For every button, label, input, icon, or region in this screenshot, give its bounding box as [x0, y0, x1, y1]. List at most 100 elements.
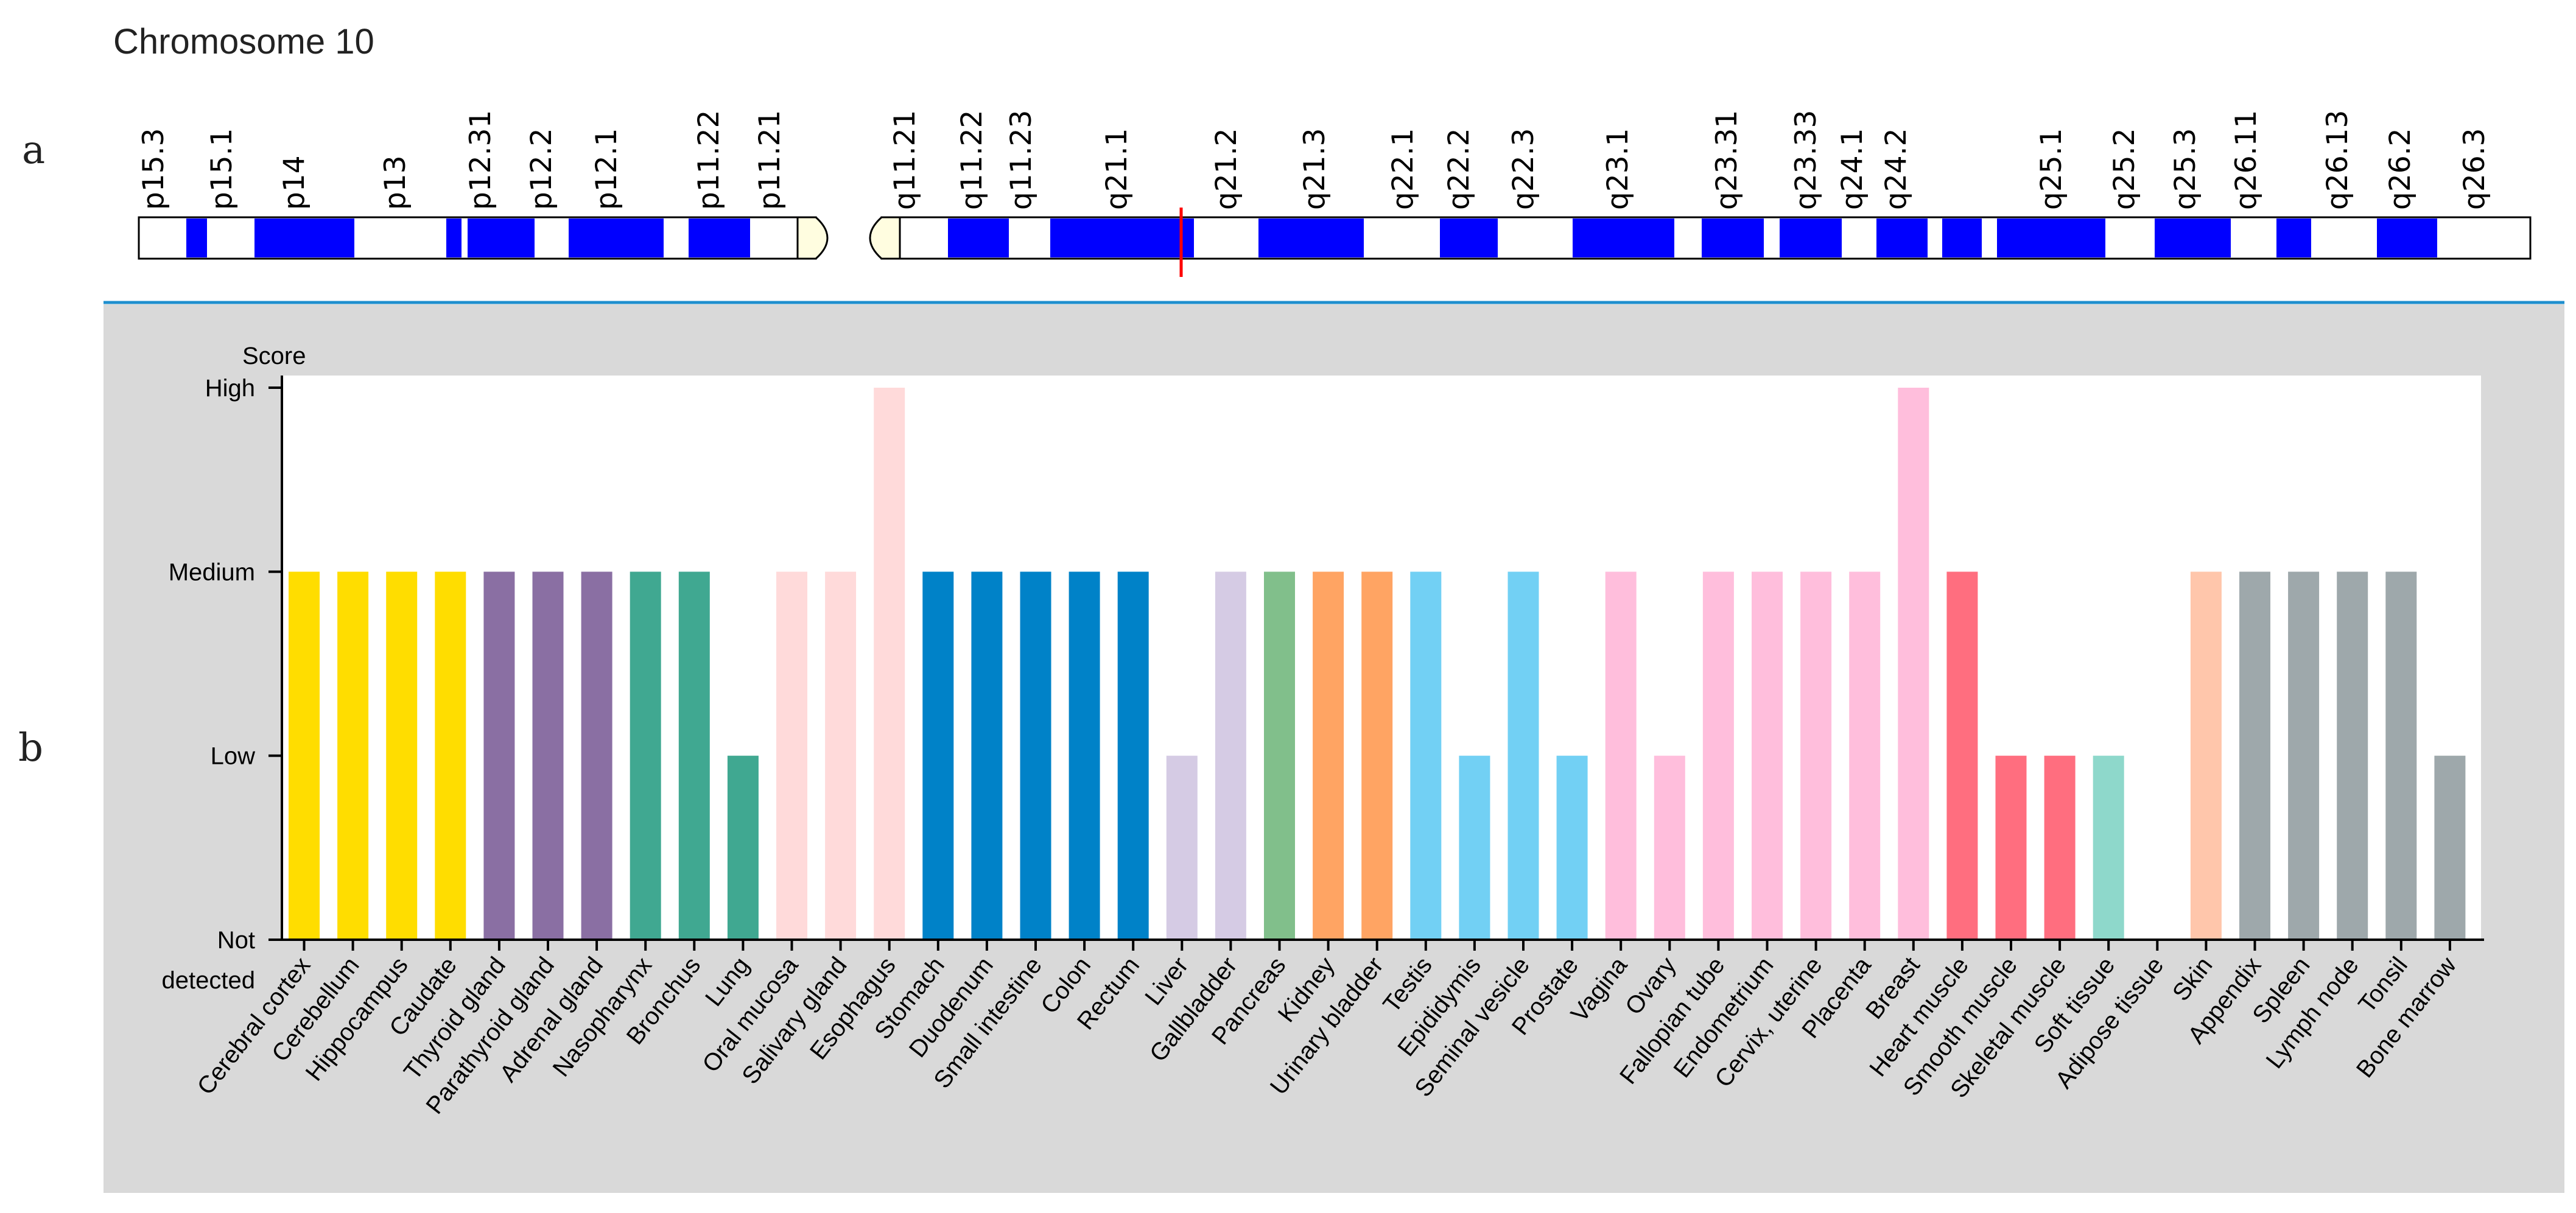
band-label: p13 [379, 155, 412, 210]
dark-band [1876, 218, 1928, 257]
dark-band [569, 218, 664, 257]
bar [337, 572, 369, 940]
y-tick-label: Medium [169, 559, 255, 586]
dark-band [1573, 218, 1674, 257]
dark-band [1440, 218, 1498, 257]
bar [2044, 755, 2076, 940]
band-label: q26.13 [2321, 110, 2354, 210]
bar [1800, 572, 1832, 940]
bar [1605, 572, 1637, 940]
bar [435, 572, 466, 940]
band-label: q25.1 [2035, 128, 2068, 210]
band-label: q23.33 [1789, 110, 1823, 210]
band-label: q21.1 [1100, 128, 1134, 210]
bar [1654, 755, 1685, 940]
chromosome-ideogram: Chromosome 10 p15.3 p15.1 p14 p13 p12.31 p12.… [113, 22, 2532, 277]
bar [1995, 755, 2027, 940]
y-tick-label: High [205, 375, 255, 402]
dark-band [468, 218, 535, 257]
band-label: q23.31 [1710, 110, 1744, 210]
chromosome-title: Chromosome 10 [113, 22, 374, 61]
y-axis: Not detected Low Medium High [162, 375, 282, 994]
bar [1702, 572, 1734, 940]
bar [727, 755, 759, 940]
band-label: q22.2 [1442, 128, 1476, 210]
centromere-left [796, 216, 829, 260]
bar [1117, 572, 1149, 940]
dark-band [2377, 218, 2437, 257]
bar [1361, 572, 1393, 940]
band-label: q26.2 [2384, 128, 2417, 210]
y-tick-label: Not [217, 927, 255, 954]
panel-label-b: b [18, 725, 43, 771]
band-label: q21.3 [1298, 128, 1332, 210]
dark-band [1050, 218, 1194, 257]
dark-band [446, 218, 462, 257]
bar [1459, 755, 1490, 940]
dark-band [2155, 218, 2231, 257]
band-label: p11.22 [692, 110, 726, 210]
bar [532, 572, 564, 940]
bar [922, 572, 954, 940]
y-tick-label: Low [211, 743, 255, 770]
bar [1069, 572, 1100, 940]
band-labels: p15.3 p15.1 p14 p13 p12.31 p12.2 p12.1 p11.22 p1… [137, 110, 2491, 210]
band-label: q26.11 [2230, 110, 2263, 210]
band-label: q25.3 [2169, 128, 2202, 210]
bar [1507, 572, 1539, 940]
bar [2239, 572, 2270, 940]
bar [2434, 755, 2466, 940]
bar [1946, 572, 1978, 940]
bar-series [289, 388, 2466, 940]
bar [1410, 572, 1442, 940]
band-label: q21.2 [1210, 128, 1243, 210]
band-label: q24.1 [1836, 128, 1869, 210]
band-label: p12.2 [525, 128, 558, 210]
bar [776, 572, 807, 940]
bar [2337, 572, 2368, 940]
dark-band [1702, 218, 1764, 257]
bar [2190, 572, 2222, 940]
bar [1020, 572, 1051, 940]
bar [630, 572, 661, 940]
bar [2093, 755, 2124, 940]
band-label: q25.2 [2108, 128, 2141, 210]
bar [386, 572, 418, 940]
dark-band [1942, 218, 1982, 257]
band-label: q11.22 [955, 110, 989, 210]
dark-band [1997, 218, 2105, 257]
bar [2385, 572, 2417, 940]
band-label: p12.31 [464, 110, 497, 210]
band-label: q26.3 [2458, 128, 2491, 210]
band-label: q22.3 [1507, 128, 1540, 210]
bar [289, 572, 320, 940]
bar [1849, 572, 1881, 940]
panel-label-a: a [22, 128, 45, 173]
bar [1313, 572, 1344, 940]
band-label: p15.1 [205, 128, 239, 210]
bar [483, 572, 515, 940]
bar [1166, 755, 1198, 940]
band-label: q24.2 [1879, 128, 1913, 210]
bar [1752, 572, 1783, 940]
band-label: q11.21 [888, 110, 922, 210]
band-label: p14 [278, 155, 311, 210]
dark-band [186, 218, 207, 257]
dark-band [1780, 218, 1842, 257]
bar [1556, 755, 1588, 940]
bar [2288, 572, 2320, 940]
y-tick-label: detected [162, 967, 255, 994]
bar [1215, 572, 1246, 940]
band-label: p11.21 [753, 110, 787, 210]
chromosome-body [138, 208, 2532, 277]
dark-band [689, 218, 750, 257]
bar [971, 572, 1003, 940]
bar [825, 572, 857, 940]
band-label: p12.1 [590, 128, 623, 210]
bar [1264, 572, 1295, 940]
y-axis-title: Score [242, 343, 306, 369]
band-label: q22.1 [1386, 128, 1420, 210]
bar [678, 572, 710, 940]
centromere-right [869, 216, 901, 260]
